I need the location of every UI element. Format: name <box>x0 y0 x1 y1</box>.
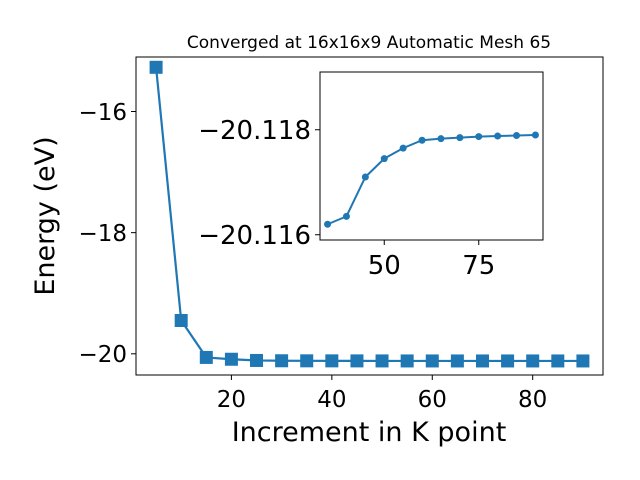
main-y-axis-ticks: −16 −18 −20 <box>78 100 136 368</box>
inset-data-point <box>475 133 483 141</box>
main-data-point <box>475 354 489 368</box>
main-data-point <box>325 354 339 368</box>
main-data-point <box>375 354 389 368</box>
inset-data-point <box>513 132 521 140</box>
main-data-point <box>400 354 414 368</box>
main-data-point <box>300 354 314 368</box>
inset-plot-frame <box>319 71 544 241</box>
main-x-tick-label: 60 <box>418 387 447 413</box>
inset-data-point <box>494 132 502 140</box>
chart-title: Converged at 16x16x9 Automatic Mesh 65 <box>187 33 551 53</box>
inset-data-point <box>399 144 407 152</box>
main-data-point <box>501 354 515 368</box>
main-data-point <box>450 354 464 368</box>
y-axis-label: Energy (eV) <box>30 136 61 295</box>
main-y-tick-label: −20 <box>78 342 127 368</box>
main-data-point <box>551 354 565 368</box>
main-data-point <box>199 350 213 364</box>
inset-data-point <box>324 220 332 228</box>
main-data-point <box>174 313 188 327</box>
inset-x-tick-label: 75 <box>462 251 495 281</box>
inset-data-point <box>456 134 464 142</box>
inset-data-point <box>361 173 369 181</box>
main-plot-frame <box>135 56 604 376</box>
main-data-point <box>576 354 590 368</box>
inset-background <box>320 72 543 240</box>
main-data-point <box>224 352 238 366</box>
main-chart: Converged at 16x16x9 Automatic Mesh 65 2… <box>30 33 604 448</box>
inset-y-tick-label: −20.116 <box>198 221 311 251</box>
main-x-axis-ticks: 20 40 60 80 <box>217 375 547 413</box>
inset-x-axis-ticks: 50 75 <box>368 240 495 281</box>
main-data-point <box>250 353 264 367</box>
inset-data-point <box>531 131 539 139</box>
inset-chart: 50 75 −20.118 −20.116 <box>198 71 544 281</box>
main-x-tick-label: 40 <box>317 387 346 413</box>
inset-series <box>324 131 539 228</box>
main-y-tick-label: −16 <box>78 100 127 126</box>
inset-data-point <box>380 155 388 163</box>
main-x-tick-label: 80 <box>518 387 547 413</box>
inset-data-point <box>342 212 350 220</box>
inset-data-point <box>418 136 426 144</box>
main-y-tick-label: −18 <box>78 221 127 247</box>
main-data-point <box>350 354 364 368</box>
inset-x-tick-label: 50 <box>368 251 401 281</box>
main-data-point <box>425 354 439 368</box>
main-data-point <box>149 60 163 74</box>
x-axis-label: Increment in K point <box>232 417 507 448</box>
inset-data-point <box>437 135 445 143</box>
main-data-point <box>275 354 289 368</box>
inset-y-tick-label: −20.118 <box>198 116 311 146</box>
main-data-point <box>526 354 540 368</box>
inset-y-axis-ticks: −20.118 −20.116 <box>198 116 320 251</box>
main-series <box>149 60 590 368</box>
main-x-tick-label: 20 <box>217 387 246 413</box>
